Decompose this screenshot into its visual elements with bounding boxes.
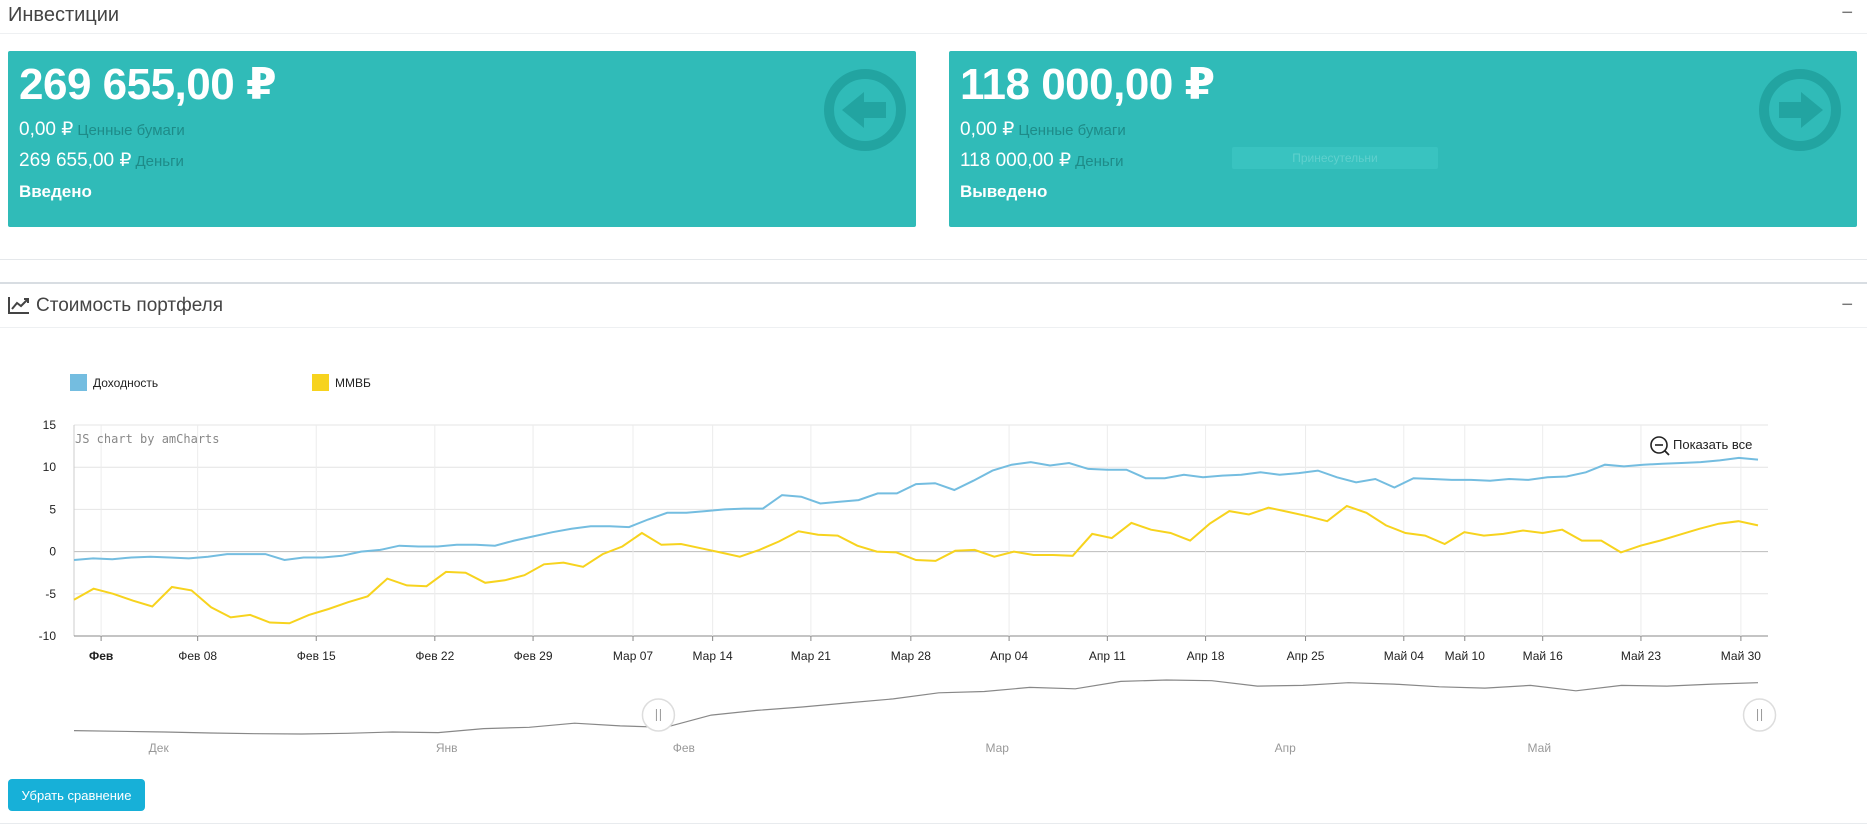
investments-header: Инвестиции − xyxy=(0,0,1867,34)
scrollbar-preview-line xyxy=(73,679,1759,735)
withdrawn-securities: 0,00 ₽ Ценные бумаги xyxy=(960,118,1126,141)
x-tick-label: Май 16 xyxy=(1523,649,1564,663)
handle-grip-icon xyxy=(1742,698,1777,732)
scrollbar-month-label: Дек xyxy=(149,741,170,755)
x-tick-label: Фев xyxy=(89,649,113,663)
investments-collapse-button[interactable]: − xyxy=(1841,2,1853,24)
chart-grid xyxy=(73,424,1768,637)
zoom-out-label: Показать все xyxy=(1673,437,1752,452)
chart-y-axis: 15 10 5 0 -5 -10 xyxy=(39,418,57,643)
legend-label: Доходность xyxy=(93,376,158,390)
withdrawn-cash-label: Деньги xyxy=(1075,153,1124,170)
scrollbar-month-label: Янв xyxy=(436,741,458,755)
handle-grip-icon xyxy=(641,698,676,732)
scrollbar-end-handle[interactable] xyxy=(1742,698,1777,732)
withdrawn-card: 118 000,00 ₽ 0,00 ₽ Ценные бумаги 118 000… xyxy=(949,51,1857,227)
x-tick-label: Мар 28 xyxy=(891,649,931,663)
y-tick-label: 0 xyxy=(49,545,56,559)
invested-card: 269 655,00 ₽ 0,00 ₽ Ценные бумаги 269 655… xyxy=(8,51,916,227)
section-divider-thick xyxy=(0,282,1867,284)
x-tick-label: Фев 08 xyxy=(178,649,217,663)
withdrawn-securities-label: Ценные бумаги xyxy=(1018,122,1126,139)
scrollbar-start-handle[interactable] xyxy=(641,698,676,732)
portfolio-header: Стоимость портфеля − xyxy=(0,288,1867,328)
section-divider xyxy=(0,259,1867,260)
y-tick-label: 15 xyxy=(43,418,57,432)
arrow-right-circle-icon xyxy=(1759,69,1841,151)
remove-compare-button[interactable]: Убрать сравнение xyxy=(8,779,145,811)
y-tick-label: 5 xyxy=(49,502,56,516)
scrollbar-month-label: Апр xyxy=(1275,741,1297,755)
withdrawn-securities-value: 0,00 ₽ xyxy=(960,119,1015,140)
x-tick-label: Мар 07 xyxy=(613,649,653,663)
y-tick-label: -10 xyxy=(39,629,57,643)
legend-label: ММВБ xyxy=(335,376,371,390)
x-tick-label: Фев 15 xyxy=(297,649,336,663)
chart-x-axis: Фев Фев 08 Фев 15 Фев 22 Фев 29 Мар 07 Мар 14 М… xyxy=(89,636,1761,663)
portfolio-collapse-button[interactable]: − xyxy=(1841,294,1853,316)
chart-legend: Доходность ММВБ xyxy=(70,374,371,391)
y-tick-label: 10 xyxy=(43,460,57,474)
portfolio-title: Стоимость портфеля xyxy=(36,295,224,316)
scrollbar-month-label: Мар xyxy=(985,741,1009,755)
invested-securities-value: 0,00 ₽ xyxy=(19,119,74,140)
invested-securities-label: Ценные бумаги xyxy=(77,122,185,139)
withdrawn-cash: 118 000,00 ₽ Деньги xyxy=(960,149,1124,172)
invested-caption: Введено xyxy=(19,182,92,201)
bottom-divider xyxy=(0,823,1867,824)
series-line-return xyxy=(73,456,1759,562)
series-line-index xyxy=(73,504,1759,625)
chart-credit: JS chart by amCharts xyxy=(75,432,220,446)
ghost-tag: Принесутельни xyxy=(1232,147,1438,169)
scrollbar-month-label: Май xyxy=(1528,741,1552,755)
x-tick-label: Апр 18 xyxy=(1187,649,1225,663)
x-tick-label: Май 10 xyxy=(1445,649,1486,663)
line-chart-icon xyxy=(8,297,29,314)
x-tick-label: Фев 22 xyxy=(415,649,454,663)
invested-amount: 269 655,00 ₽ xyxy=(19,60,277,109)
withdrawn-amount: 118 000,00 ₽ xyxy=(960,60,1215,109)
legend-swatch xyxy=(312,374,329,391)
zoom-out-button[interactable]: Показать все xyxy=(1650,436,1752,456)
x-tick-label: Апр 11 xyxy=(1089,649,1126,663)
scrollbar-month-label: Фев xyxy=(673,741,695,755)
chart-series xyxy=(73,456,1759,625)
x-tick-label: Апр 25 xyxy=(1287,649,1325,663)
invested-cash-value: 269 655,00 ₽ xyxy=(19,150,132,171)
x-tick-label: Фев 29 xyxy=(514,649,553,663)
x-tick-label: Мар 14 xyxy=(693,649,733,663)
chart-scrollbar[interactable]: Дек Янв Фев Мар Апр Май xyxy=(73,679,1777,755)
portfolio-chart: Доходность ММВБ JS chart by amCharts Пока… xyxy=(39,374,1777,755)
x-tick-label: Май 04 xyxy=(1384,649,1425,663)
invested-securities: 0,00 ₽ Ценные бумаги xyxy=(19,118,185,141)
x-tick-label: Май 23 xyxy=(1621,649,1662,663)
x-tick-label: Май 30 xyxy=(1721,649,1762,663)
invested-cash-label: Деньги xyxy=(135,153,184,170)
arrow-left-circle-icon xyxy=(824,69,906,151)
x-tick-label: Мар 21 xyxy=(791,649,831,663)
withdrawn-cash-value: 118 000,00 ₽ xyxy=(960,150,1072,171)
legend-swatch xyxy=(70,374,87,391)
x-tick-label: Апр 04 xyxy=(990,649,1028,663)
investments-title: Инвестиции xyxy=(8,4,120,26)
withdrawn-caption: Выведено xyxy=(960,182,1048,201)
invested-cash: 269 655,00 ₽ Деньги xyxy=(19,149,184,172)
y-tick-label: -5 xyxy=(45,587,56,601)
